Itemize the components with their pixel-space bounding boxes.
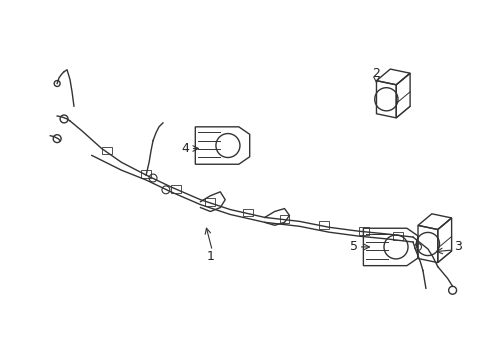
Bar — [358, 227, 368, 235]
Bar — [279, 215, 289, 223]
Bar — [141, 170, 151, 178]
Bar — [392, 232, 402, 240]
Text: 1: 1 — [206, 250, 214, 263]
Text: 3: 3 — [453, 240, 461, 253]
Bar — [243, 208, 252, 216]
Bar — [102, 147, 111, 154]
Bar — [319, 221, 328, 229]
Text: 4: 4 — [182, 142, 189, 155]
Bar — [170, 185, 181, 193]
Bar — [205, 198, 215, 206]
Text: 2: 2 — [372, 67, 380, 80]
Text: 5: 5 — [349, 240, 357, 253]
